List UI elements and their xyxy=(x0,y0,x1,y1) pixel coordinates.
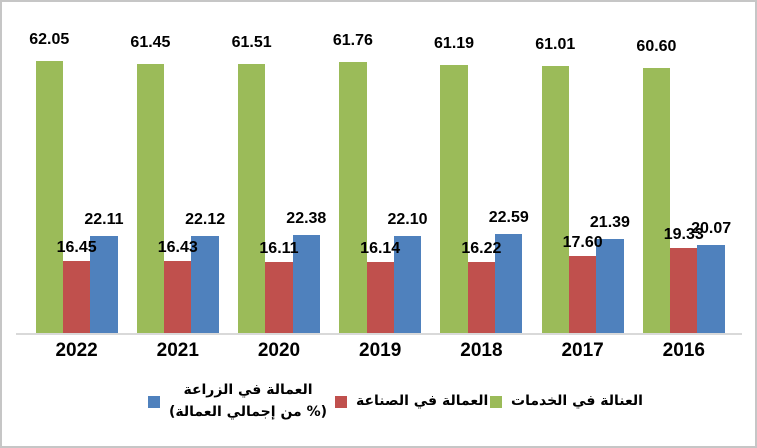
bar-group-2021: 61.45 16.43 22.12 2021 xyxy=(127,2,228,362)
value-label-agriculture-2017: 21.39 xyxy=(589,214,630,231)
bar-services-2021 xyxy=(136,64,165,333)
value-label-agriculture-2019: 22.10 xyxy=(387,211,428,228)
bar-group-2019: 61.76 16.14 22.10 2019 xyxy=(330,2,431,362)
legend-item-agriculture: العمالة في الزراعة (% من إجمالي العمالة) xyxy=(148,374,327,430)
bar-group-2018: 61.19 16.22 22.59 2018 xyxy=(431,2,532,362)
bar-agriculture-2021 xyxy=(191,236,219,333)
bar-services-2016 xyxy=(642,68,671,333)
value-label-services-2016: 60.60 xyxy=(636,38,677,55)
bar-industry-2021 xyxy=(164,261,192,333)
value-label-services-2018: 61.19 xyxy=(434,35,475,52)
x-axis-line xyxy=(16,333,742,335)
axis-label-2022: 2022 xyxy=(55,340,98,361)
legend-marker-industry xyxy=(335,396,347,408)
bar-agriculture-2017 xyxy=(596,239,624,333)
bar-group-2016: 60.60 19.33 20.07 2016 xyxy=(633,2,734,362)
bar-industry-2020 xyxy=(265,262,293,333)
bar-industry-2017 xyxy=(568,256,597,333)
bar-agriculture-2022 xyxy=(90,236,118,333)
bar-industry-2019 xyxy=(366,262,394,333)
bar-services-2020 xyxy=(237,64,266,333)
legend-item-industry: العمالة في الصناعة xyxy=(335,374,488,430)
legend-marker-services xyxy=(490,396,502,408)
value-label-agriculture-2016: 20.07 xyxy=(691,220,732,237)
legend-label-industry: العمالة في الصناعة xyxy=(356,393,489,410)
bar-agriculture-2016 xyxy=(697,245,725,333)
value-label-industry-2019: 16.14 xyxy=(360,240,401,257)
value-label-industry-2016: 19.33 xyxy=(663,226,704,243)
axis-label-2018: 2018 xyxy=(460,340,503,361)
bar-services-2022 xyxy=(35,61,63,333)
axis-label-2020: 2020 xyxy=(257,340,301,361)
value-label-industry-2018: 16.22 xyxy=(461,240,502,257)
value-label-services-2021: 61.45 xyxy=(130,34,171,51)
value-label-services-2017: 61.01 xyxy=(535,36,576,53)
value-label-agriculture-2020: 22.38 xyxy=(286,210,327,227)
value-label-agriculture-2021: 22.12 xyxy=(185,211,226,228)
axis-label-2019: 2019 xyxy=(359,340,402,361)
bar-industry-2016 xyxy=(670,248,698,333)
bar-services-2017 xyxy=(541,66,569,333)
value-label-industry-2022: 16.45 xyxy=(56,239,97,256)
value-label-industry-2021: 16.43 xyxy=(157,239,198,256)
bar-group-2020: 61.51 16.11 22.38 2020 xyxy=(228,2,329,362)
bar-industry-2018 xyxy=(467,262,496,333)
bar-group-2017: 61.01 17.60 21.39 2017 xyxy=(532,2,633,362)
bar-services-2018 xyxy=(440,65,468,333)
value-label-agriculture-2018: 22.59 xyxy=(488,209,529,226)
chart-legend: العمالة في الزراعة (% من إجمالي العمالة) ا… xyxy=(2,374,755,434)
axis-label-2021: 2021 xyxy=(156,340,199,361)
bar-group-2022: 62.05 16.45 22.11 2022 xyxy=(26,2,127,362)
axis-label-2017: 2017 xyxy=(561,340,604,361)
legend-item-services: العنالة في الخدمات xyxy=(490,374,643,430)
value-label-services-2022: 62.05 xyxy=(29,31,70,48)
value-label-industry-2020: 16.11 xyxy=(259,240,299,257)
bar-agriculture-2020 xyxy=(292,235,320,333)
legend-label-services: العنالة في الخدمات xyxy=(511,393,643,410)
bar-services-2019 xyxy=(339,62,367,333)
bar-industry-2022 xyxy=(62,261,91,333)
bar-agriculture-2018 xyxy=(495,234,523,333)
value-label-industry-2017: 17.60 xyxy=(562,234,603,251)
legend-label-agriculture: العمالة في الزراعة (% من إجمالي العمالة) xyxy=(169,382,328,420)
value-label-agriculture-2022: 22.11 xyxy=(84,211,124,228)
legend-marker-agriculture xyxy=(148,396,160,408)
axis-label-2016: 2016 xyxy=(662,340,705,361)
bar-agriculture-2019 xyxy=(393,236,422,333)
value-label-services-2020: 61.51 xyxy=(231,34,272,51)
value-label-services-2019: 61.76 xyxy=(332,32,373,49)
